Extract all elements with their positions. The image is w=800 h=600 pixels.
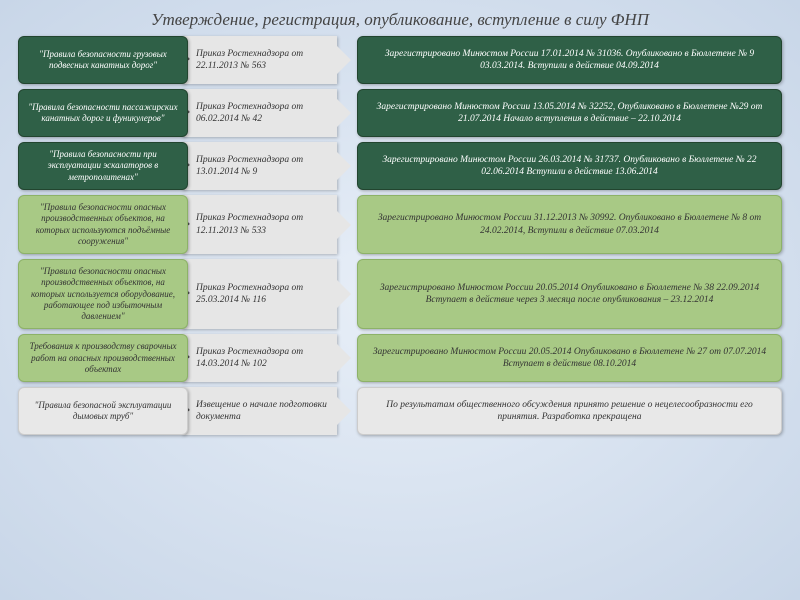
rule-title-box: "Правила безопасности грузовых подвесных…: [18, 36, 188, 84]
rule-title-box: "Правила безопасности пассажирских канат…: [18, 89, 188, 137]
order-box: Извещение о начале подготовки документа: [182, 387, 337, 435]
registration-box: По результатам общественного обсуждения …: [357, 387, 782, 435]
page-title: Утверждение, регистрация, опубликование,…: [0, 0, 800, 36]
flow-row-3: "Правила безопасности опасных производст…: [18, 195, 782, 254]
flow-row-6: "Правила безопасной эксплуатации дымовых…: [18, 387, 782, 435]
rule-title-box: "Правила безопасности опасных производст…: [18, 259, 188, 329]
rule-title-box: "Правила безопасности при эксплуатации э…: [18, 142, 188, 190]
order-box: Приказ Ростехнадзора от 12.11.2013 № 533: [182, 195, 337, 254]
registration-box: Зарегистрировано Минюстом России 20.05.2…: [357, 334, 782, 382]
registration-box: Зарегистрировано Минюстом России 31.12.2…: [357, 195, 782, 254]
order-box: Приказ Ростехнадзора от 25.03.2014 № 116: [182, 259, 337, 329]
registration-box: Зарегистрировано Минюстом России 13.05.2…: [357, 89, 782, 137]
registration-box: Зарегистрировано Минюстом России 20.05.2…: [357, 259, 782, 329]
rule-title-box: "Правила безопасности опасных производст…: [18, 195, 188, 254]
flow-row-4: "Правила безопасности опасных производст…: [18, 259, 782, 329]
flow-row-5: Требования к производству сварочных рабо…: [18, 334, 782, 382]
rows-container: "Правила безопасности грузовых подвесных…: [0, 36, 800, 435]
registration-box: Зарегистрировано Минюстом России 17.01.2…: [357, 36, 782, 84]
rule-title-box: Требования к производству сварочных рабо…: [18, 334, 188, 382]
registration-box: Зарегистрировано Минюстом России 26.03.2…: [357, 142, 782, 190]
rule-title-box: "Правила безопасной эксплуатации дымовых…: [18, 387, 188, 435]
order-box: Приказ Ростехнадзора от 14.03.2014 № 102: [182, 334, 337, 382]
order-box: Приказ Ростехнадзора от 22.11.2013 № 563: [182, 36, 337, 84]
flow-row-2: "Правила безопасности при эксплуатации э…: [18, 142, 782, 190]
flow-row-1: "Правила безопасности пассажирских канат…: [18, 89, 782, 137]
order-box: Приказ Ростехнадзора от 06.02.2014 № 42: [182, 89, 337, 137]
order-box: Приказ Ростехнадзора от 13.01.2014 № 9: [182, 142, 337, 190]
flow-row-0: "Правила безопасности грузовых подвесных…: [18, 36, 782, 84]
